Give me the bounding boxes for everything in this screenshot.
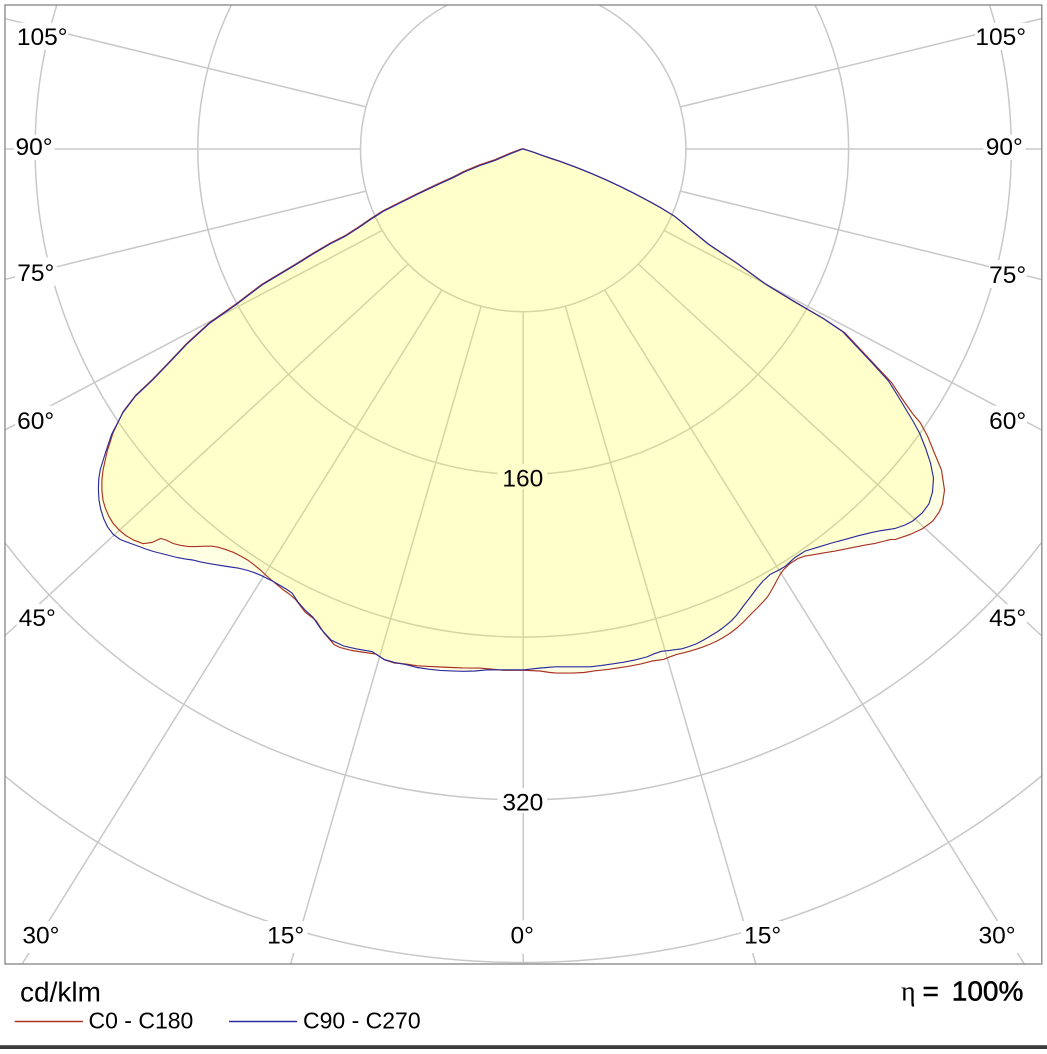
- svg-text:C90 - C270: C90 - C270: [303, 1007, 421, 1033]
- svg-text:=: =: [923, 975, 939, 1006]
- svg-text:30°: 30°: [22, 922, 59, 949]
- svg-text:75°: 75°: [989, 262, 1026, 289]
- svg-text:90°: 90°: [15, 134, 52, 161]
- svg-text:cd/klm: cd/klm: [20, 976, 101, 1007]
- svg-text:60°: 60°: [17, 408, 54, 435]
- svg-text:C0 - C180: C0 - C180: [89, 1007, 194, 1033]
- svg-text:100%: 100%: [952, 975, 1024, 1006]
- svg-text:105°: 105°: [975, 24, 1026, 51]
- svg-text:60°: 60°: [989, 408, 1026, 435]
- svg-text:45°: 45°: [989, 605, 1026, 632]
- svg-text:η: η: [901, 976, 916, 1007]
- svg-text:0°: 0°: [510, 922, 533, 949]
- svg-text:90°: 90°: [986, 134, 1023, 161]
- svg-text:320: 320: [502, 789, 543, 816]
- svg-text:30°: 30°: [978, 922, 1015, 949]
- svg-text:45°: 45°: [19, 605, 56, 632]
- svg-text:15°: 15°: [267, 922, 304, 949]
- svg-text:105°: 105°: [17, 24, 68, 51]
- svg-text:160: 160: [502, 465, 543, 492]
- svg-text:15°: 15°: [744, 922, 781, 949]
- svg-text:75°: 75°: [17, 260, 54, 287]
